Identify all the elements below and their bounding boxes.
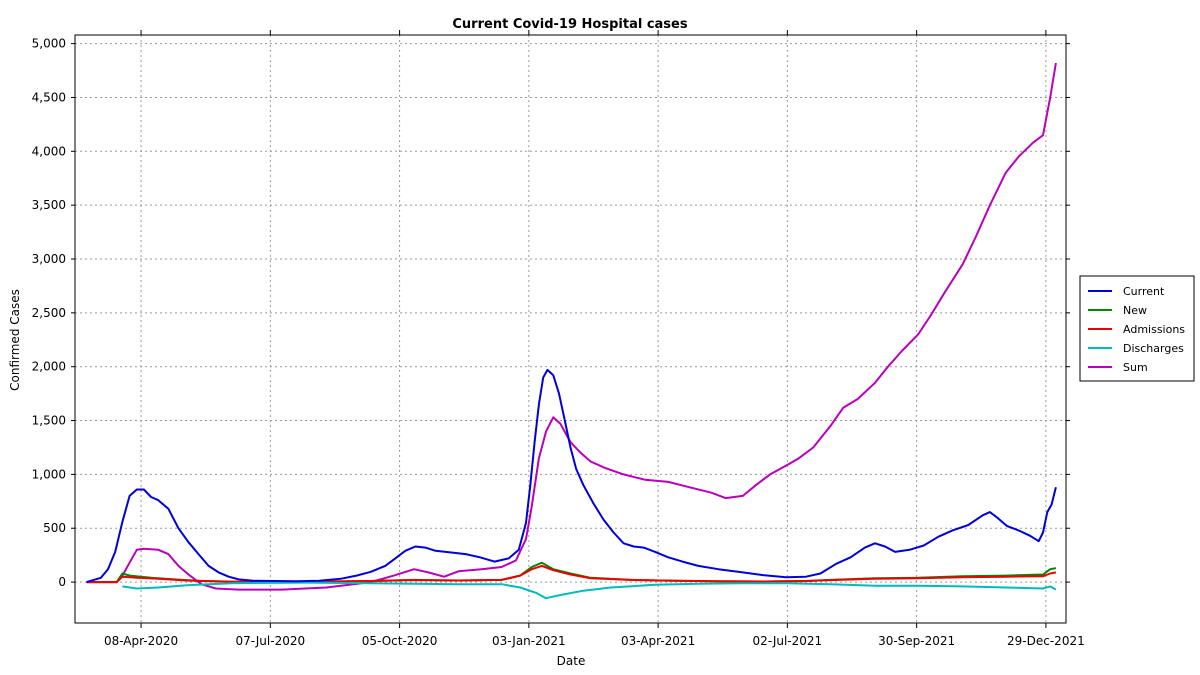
x-tick-label: 03-Apr-2021	[621, 634, 695, 648]
plot-border	[74, 34, 1067, 624]
y-tick-label: 2,500	[32, 306, 66, 320]
y-axis-title: Confirmed Cases	[8, 289, 22, 391]
plot-area	[75, 35, 1066, 623]
y-tick-label: 4,000	[32, 144, 66, 158]
legend: Current New Admissions Discharges Sum	[1079, 275, 1195, 382]
x-tick-label: 29-Dec-2021	[1007, 634, 1085, 648]
x-tick-label: 03-Jan-2021	[492, 634, 566, 648]
x-tick-label: 08-Apr-2020	[104, 634, 178, 648]
legend-label: Admissions	[1123, 323, 1185, 336]
x-tick-label: 30-Sep-2021	[878, 634, 955, 648]
y-tick-label: 4,500	[32, 90, 66, 104]
plot-frame	[74, 34, 1067, 624]
y-tick-label: 3,000	[32, 252, 66, 266]
chart-title: Current Covid-19 Hospital cases	[452, 17, 687, 32]
series-line-current	[86, 368, 1057, 584]
series-lines	[86, 62, 1057, 600]
y-axis-ticks: 0 500 1,000 1,500 2,000 2,500 3,000 3,500 4,000 4…	[32, 37, 1070, 589]
x-tick-label: 05-Oct-2020	[362, 634, 438, 648]
x-tick-label: 07-Jul-2020	[236, 634, 306, 648]
legend-label: Current	[1123, 285, 1165, 298]
y-tick-label: 2,000	[32, 360, 66, 374]
grid-lines	[75, 35, 1066, 623]
y-tick-label: 3,500	[32, 198, 66, 212]
plot-background	[75, 35, 1066, 623]
x-axis-ticks: 08-Apr-2020 07-Jul-2020 05-Oct-2020 03-Jan-…	[104, 30, 1085, 648]
legend-label: Sum	[1123, 361, 1148, 374]
y-tick-label: 500	[43, 521, 66, 535]
y-tick-label: 1,500	[32, 414, 66, 428]
x-axis-title: Date	[557, 654, 586, 668]
series-line-sum	[86, 62, 1057, 591]
x-tick-label: 02-Jul-2021	[753, 634, 823, 648]
series-line-admissions	[86, 564, 1057, 584]
legend-label: Discharges	[1123, 342, 1184, 355]
y-tick-label: 0	[58, 575, 66, 589]
y-tick-label: 1,000	[32, 467, 66, 481]
series-line-discharges	[122, 581, 1057, 600]
y-tick-label: 5,000	[32, 37, 66, 51]
legend-label: New	[1123, 304, 1147, 317]
